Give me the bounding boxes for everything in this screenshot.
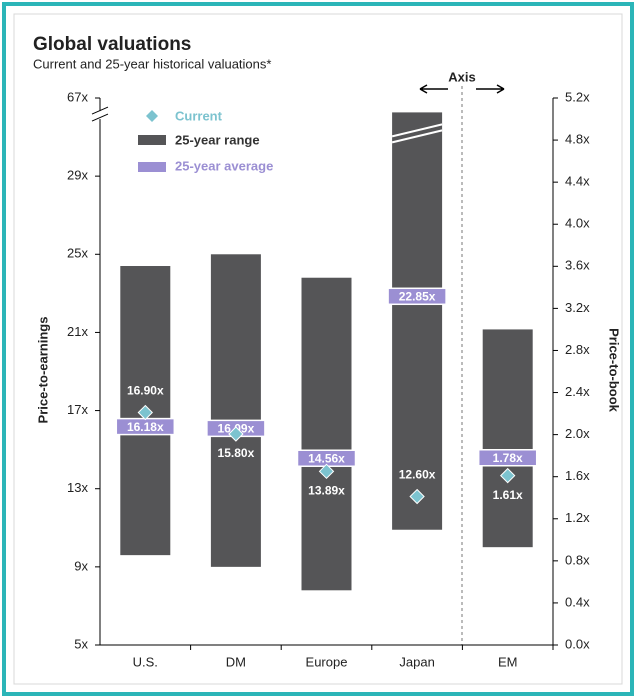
y2-tick-label: 0.8x <box>565 552 590 567</box>
y2-tick-label: 0.4x <box>565 594 590 609</box>
y2-axis-label: Price-to-book <box>607 328 622 413</box>
y-axis-label: Price-to-earnings <box>35 317 50 424</box>
average-label: 22.85x <box>399 289 436 303</box>
y2-tick-label: 4.0x <box>565 216 590 231</box>
y-tick-label: 25x <box>67 246 88 261</box>
axis-break-gap <box>92 111 108 120</box>
average-label: 1.78x <box>493 451 523 465</box>
range-bar <box>482 329 533 548</box>
current-marker <box>409 488 425 505</box>
current-marker <box>499 467 516 484</box>
annotation-arrows <box>419 84 505 94</box>
legend-current <box>146 110 158 122</box>
x-tick-label: EM <box>498 654 518 669</box>
legend-range <box>138 135 166 145</box>
legend-label: Current <box>175 108 223 123</box>
y2-tick-label: 0.0x <box>565 636 590 651</box>
legend-average <box>138 162 166 172</box>
average-box <box>477 449 538 467</box>
x-tick-label: DM <box>226 654 246 669</box>
current-label: 13.89x <box>308 483 345 497</box>
current-label: 1.61x <box>493 488 523 502</box>
y2-tick-label: 3.2x <box>565 300 590 315</box>
range-bar <box>392 112 443 530</box>
average-box <box>387 287 447 306</box>
current-label: 12.60x <box>399 468 436 482</box>
axis-break <box>91 106 109 122</box>
current-marker <box>137 404 154 421</box>
y2-tick-label: 2.8x <box>565 342 590 357</box>
y2-tick-label: 2.4x <box>565 384 590 399</box>
y2-tick-label: 2.0x <box>565 426 590 441</box>
y-tick-label: 5x <box>74 636 88 651</box>
y-tick-label: 13x <box>67 480 88 495</box>
current-label: 15.80x <box>218 446 255 460</box>
average-label: 14.56x <box>308 451 345 465</box>
y-tick-label: 67x <box>67 89 88 104</box>
average-label: 16.18x <box>127 420 164 434</box>
bar-break <box>391 123 443 144</box>
legend-label: 25-year range <box>175 132 260 147</box>
y-tick-label: 17x <box>67 402 88 417</box>
y2-tick-label: 1.6x <box>565 468 590 483</box>
y2-tick-label: 1.2x <box>565 510 590 525</box>
chart-subtitle: Current and 25-year historical valuation… <box>33 56 271 71</box>
range-bar <box>210 254 261 567</box>
current-marker <box>228 426 244 442</box>
inner-frame <box>13 13 623 685</box>
x-tick-label: Japan <box>399 654 434 669</box>
chart-title: Global valuations <box>33 34 191 55</box>
annotation: Axis <box>448 69 475 84</box>
y-tick-label: 21x <box>67 324 88 339</box>
current-label: 16.90x <box>127 384 164 398</box>
y2-tick-label: 5.2x <box>565 89 590 104</box>
y-tick-label: 9x <box>74 558 88 573</box>
range-bar <box>301 277 352 591</box>
y-tick-label: 29x <box>67 168 88 183</box>
y2-tick-label: 4.8x <box>565 132 590 147</box>
x-tick-label: U.S. <box>133 654 158 669</box>
y2-tick-label: 3.6x <box>565 258 590 273</box>
current-marker <box>318 463 335 480</box>
x-tick-label: Europe <box>306 654 348 669</box>
legend-label: 25-year average <box>175 158 273 173</box>
y2-tick-label: 4.4x <box>565 174 590 189</box>
